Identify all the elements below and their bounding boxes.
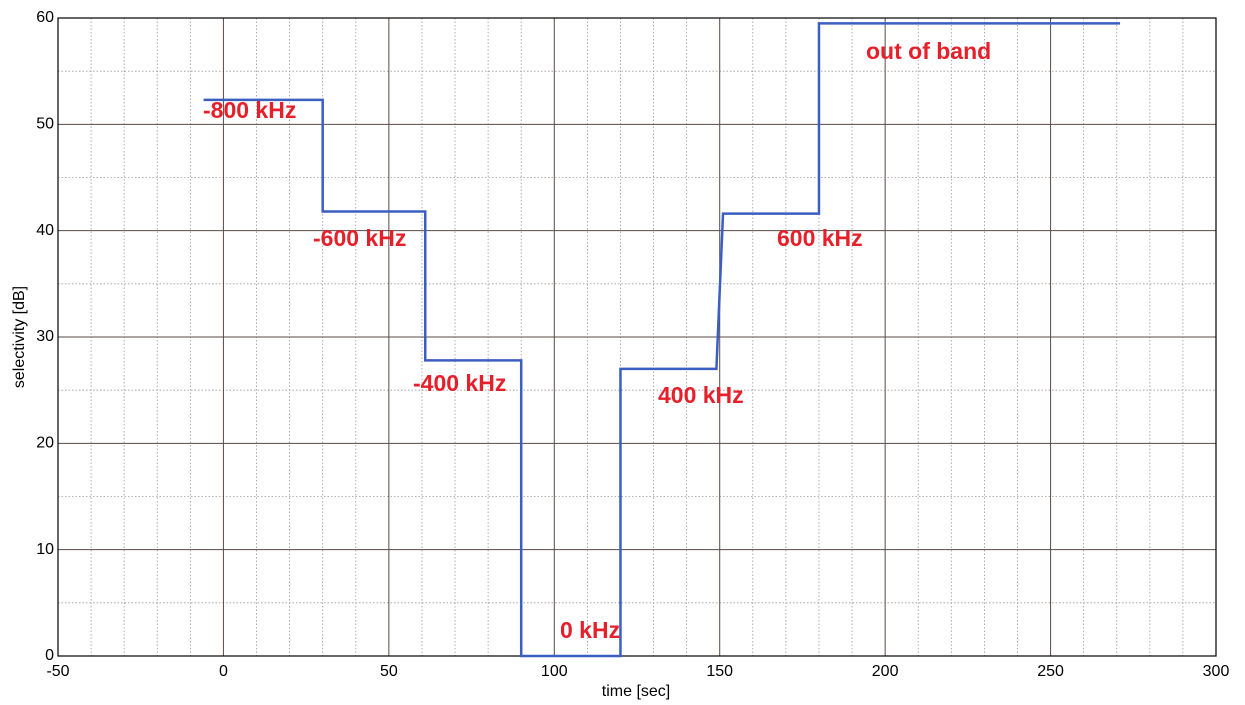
- data-line: [203, 22, 1121, 658]
- x-tick-label: 200: [872, 663, 899, 680]
- annotation: 400 kHz: [658, 382, 744, 408]
- x-tick-label: 300: [1203, 663, 1230, 680]
- plot-frame: [57, 17, 1217, 657]
- annotation: 0 kHz: [560, 617, 620, 643]
- x-tick-label: 50: [380, 663, 398, 680]
- x-tick-label: 0: [219, 663, 228, 680]
- annotation: -600 kHz: [313, 225, 406, 251]
- x-tick-label: 100: [541, 663, 568, 680]
- y-tick-label: 0: [45, 647, 54, 664]
- annotation: 600 kHz: [777, 225, 863, 251]
- y-tick-label: 50: [36, 116, 54, 133]
- annotation: out of band: [866, 38, 991, 64]
- annotation: -800 kHz: [203, 97, 296, 123]
- x-axis-label: time [sec]: [602, 683, 670, 700]
- y-tick-label: 30: [36, 328, 54, 345]
- x-tick-label: 250: [1037, 663, 1064, 680]
- y-tick-label: 20: [36, 435, 54, 452]
- y-tick-label: 10: [36, 541, 54, 558]
- y-tick-label: 40: [36, 222, 54, 239]
- y-tick-label: 60: [36, 9, 54, 26]
- x-tick-label: 150: [706, 663, 733, 680]
- x-tick-label: -50: [46, 663, 69, 680]
- y-axis-label: selectivity [dB]: [11, 286, 28, 388]
- annotation: -400 kHz: [413, 370, 506, 396]
